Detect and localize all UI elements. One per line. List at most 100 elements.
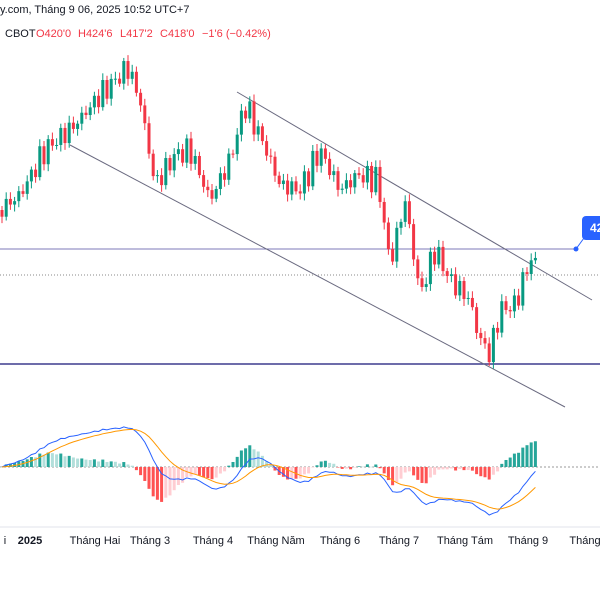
candle-body [29,169,33,182]
candle-body [214,188,218,199]
candle-body [231,153,235,155]
macd-histogram [248,445,252,467]
macd-histogram [80,458,84,467]
macd-histogram [4,464,8,467]
macd-histogram [466,467,470,471]
x-axis-label: Tháng 6 [320,535,360,547]
macd-histogram [441,467,445,470]
macd-line [1,426,536,516]
candle-body [151,153,155,177]
macd-histogram [512,453,516,467]
macd-histogram [458,467,462,470]
macd-histogram [25,459,29,467]
candle-body [290,181,294,195]
candle-body [67,122,71,144]
candle-body [265,141,269,156]
candle-body [210,190,214,199]
candle-body [181,149,185,163]
macd-histogram [76,458,80,467]
candle-body [340,188,344,190]
x-axis: i 2025 Tháng Hai Tháng 3 Tháng 4 Tháng Năm Thá… [4,535,600,547]
x-axis-label: i [4,535,6,547]
candle-body [479,332,483,339]
candle-body [17,191,21,202]
price-badge-label: 42 [590,221,600,235]
candle-body [147,123,151,154]
macd-histogram [101,459,105,467]
candles [0,55,537,369]
candle-body [101,80,105,108]
candle-body [298,191,302,194]
macd-histogram [391,467,395,486]
channel-lower [69,144,566,408]
candle-body [319,148,323,166]
macd-histogram [462,467,466,471]
candle-body [55,144,59,146]
macd-histogram [378,467,382,469]
candle-body [424,284,428,287]
change-value: −1'6 (−0.42%) [202,28,271,40]
candle-body [441,246,445,272]
candle-body [164,158,168,186]
candle-body [34,169,38,178]
macd-histogram [504,459,508,467]
candle-body [294,181,298,192]
candle-body [391,249,395,262]
macd-histogram [151,467,155,497]
candle-body [105,80,109,99]
candle-body [302,171,306,194]
candle-body [361,175,365,183]
macd-histogram [319,461,323,467]
candle-body [277,175,281,185]
macd-histogram [84,459,88,467]
macd-histogram [407,467,411,472]
candle-body [25,181,29,194]
candle-body [227,153,231,180]
macd-histogram [122,462,126,467]
macd-histogram [437,467,441,470]
channel-upper [236,91,593,301]
macd-histogram [298,467,302,479]
macd-histogram [97,461,101,467]
candle-body [357,173,361,176]
macd-histogram [349,467,353,470]
candle-body [252,101,256,135]
macd-histogram [302,467,306,475]
candle-body [143,105,147,124]
x-axis-label: Tháng 7 [379,535,419,547]
candle-body [218,173,222,189]
macd-histogram [496,467,500,472]
candle-body [193,155,197,164]
macd-histogram [508,457,512,467]
price-badge[interactable] [582,216,600,240]
candle-body [349,180,353,188]
macd-histogram [269,465,273,467]
candle-body [92,95,96,108]
macd-histogram [260,455,264,467]
macd-histogram [256,451,260,467]
macd-histogram [344,467,348,469]
candle-body [139,92,143,106]
x-axis-label: Tháng [569,535,600,547]
candle-body [504,301,508,310]
chart-header: y.com, Tháng 9 06, 2025 10:52 UTC+7 [0,4,189,16]
macd-histogram [433,467,437,475]
macd-histogram [38,453,42,467]
candle-body [378,166,382,202]
macd-histogram [382,467,386,474]
candle-body [239,110,243,135]
macd-histogram [206,467,210,479]
candle-body [97,95,101,108]
high-value: H424'6 [78,28,113,40]
candle-body [315,150,319,166]
candle-body [374,166,378,193]
macd-histogram [265,461,269,467]
candle-body [244,110,248,119]
candle-body [189,138,193,164]
macd-histogram [365,464,369,467]
macd-histogram [395,467,399,483]
candle-body [80,112,84,124]
macd-histogram [193,467,197,475]
macd-histogram [164,467,168,498]
